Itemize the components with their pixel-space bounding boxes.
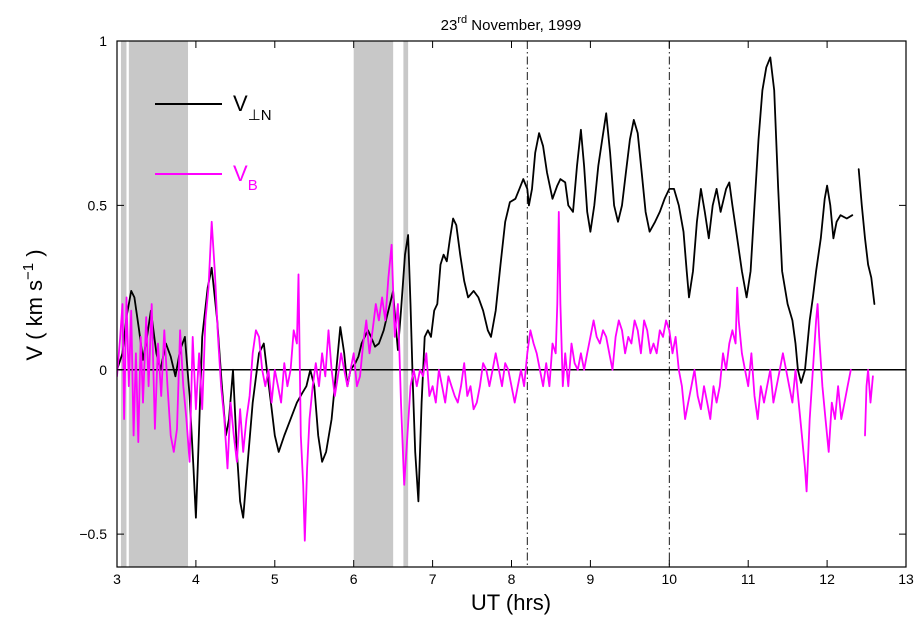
title-superscript: rd — [457, 14, 467, 26]
x-axis-label: UT (hrs) — [471, 590, 551, 615]
title-rest: November, 1999 — [467, 17, 581, 34]
x-tick-label: 12 — [819, 571, 835, 587]
legend-v-perp-subscript: ⊥N — [248, 107, 272, 124]
series-v-perp-n-line-segment-1 — [857, 168, 876, 305]
x-tick-label: 7 — [429, 571, 437, 587]
y-tick-label: 1 — [99, 33, 107, 49]
y-label-superscript: −1 — [20, 263, 37, 280]
shaded-interval-1 — [128, 41, 189, 567]
title-main: 23 — [441, 17, 458, 34]
y-label-main: V ( km s — [22, 280, 47, 361]
legend-vb-subscript: B — [248, 177, 258, 194]
chart-title: 23rd November, 1999 — [441, 14, 582, 34]
x-tick-label: 10 — [662, 571, 678, 587]
reference-lines — [117, 41, 906, 567]
y-label-rest: ) — [22, 249, 47, 262]
y-tick-label: −0.5 — [79, 526, 107, 542]
legend-label-v-perp: V⊥N — [233, 91, 272, 124]
y-tick-label: 0.5 — [88, 197, 108, 213]
x-tick-label: 8 — [508, 571, 516, 587]
shaded-interval-0 — [120, 41, 127, 567]
series-v-perp-n-line-segment-0 — [117, 56, 854, 519]
x-tick-label: 11 — [741, 571, 756, 587]
data-series — [117, 56, 876, 542]
legend-vb-main: V — [233, 161, 248, 186]
shaded-interval-3 — [403, 41, 409, 567]
x-tick-label: 3 — [113, 571, 121, 587]
shaded-intervals — [120, 41, 409, 567]
axis-ticks: 3 4 5 6 7 8 9 10 11 12 13 −0.5 0 0.5 1 — [79, 33, 914, 587]
x-tick-label: 9 — [587, 571, 595, 587]
x-tick-label: 6 — [350, 571, 358, 587]
series-v-b-line-segment-1 — [864, 368, 874, 437]
y-axis-label: V ( km s−1 ) — [20, 249, 47, 360]
legend: V⊥N VB — [155, 91, 272, 194]
legend-v-perp-main: V — [233, 91, 248, 116]
series-v-b-line-segment-0 — [117, 211, 852, 542]
y-tick-label: 0 — [99, 362, 107, 378]
legend-label-vb: VB — [233, 161, 258, 194]
x-tick-label: 4 — [192, 571, 200, 587]
x-tick-label: 13 — [898, 571, 914, 587]
x-tick-label: 5 — [271, 571, 279, 587]
